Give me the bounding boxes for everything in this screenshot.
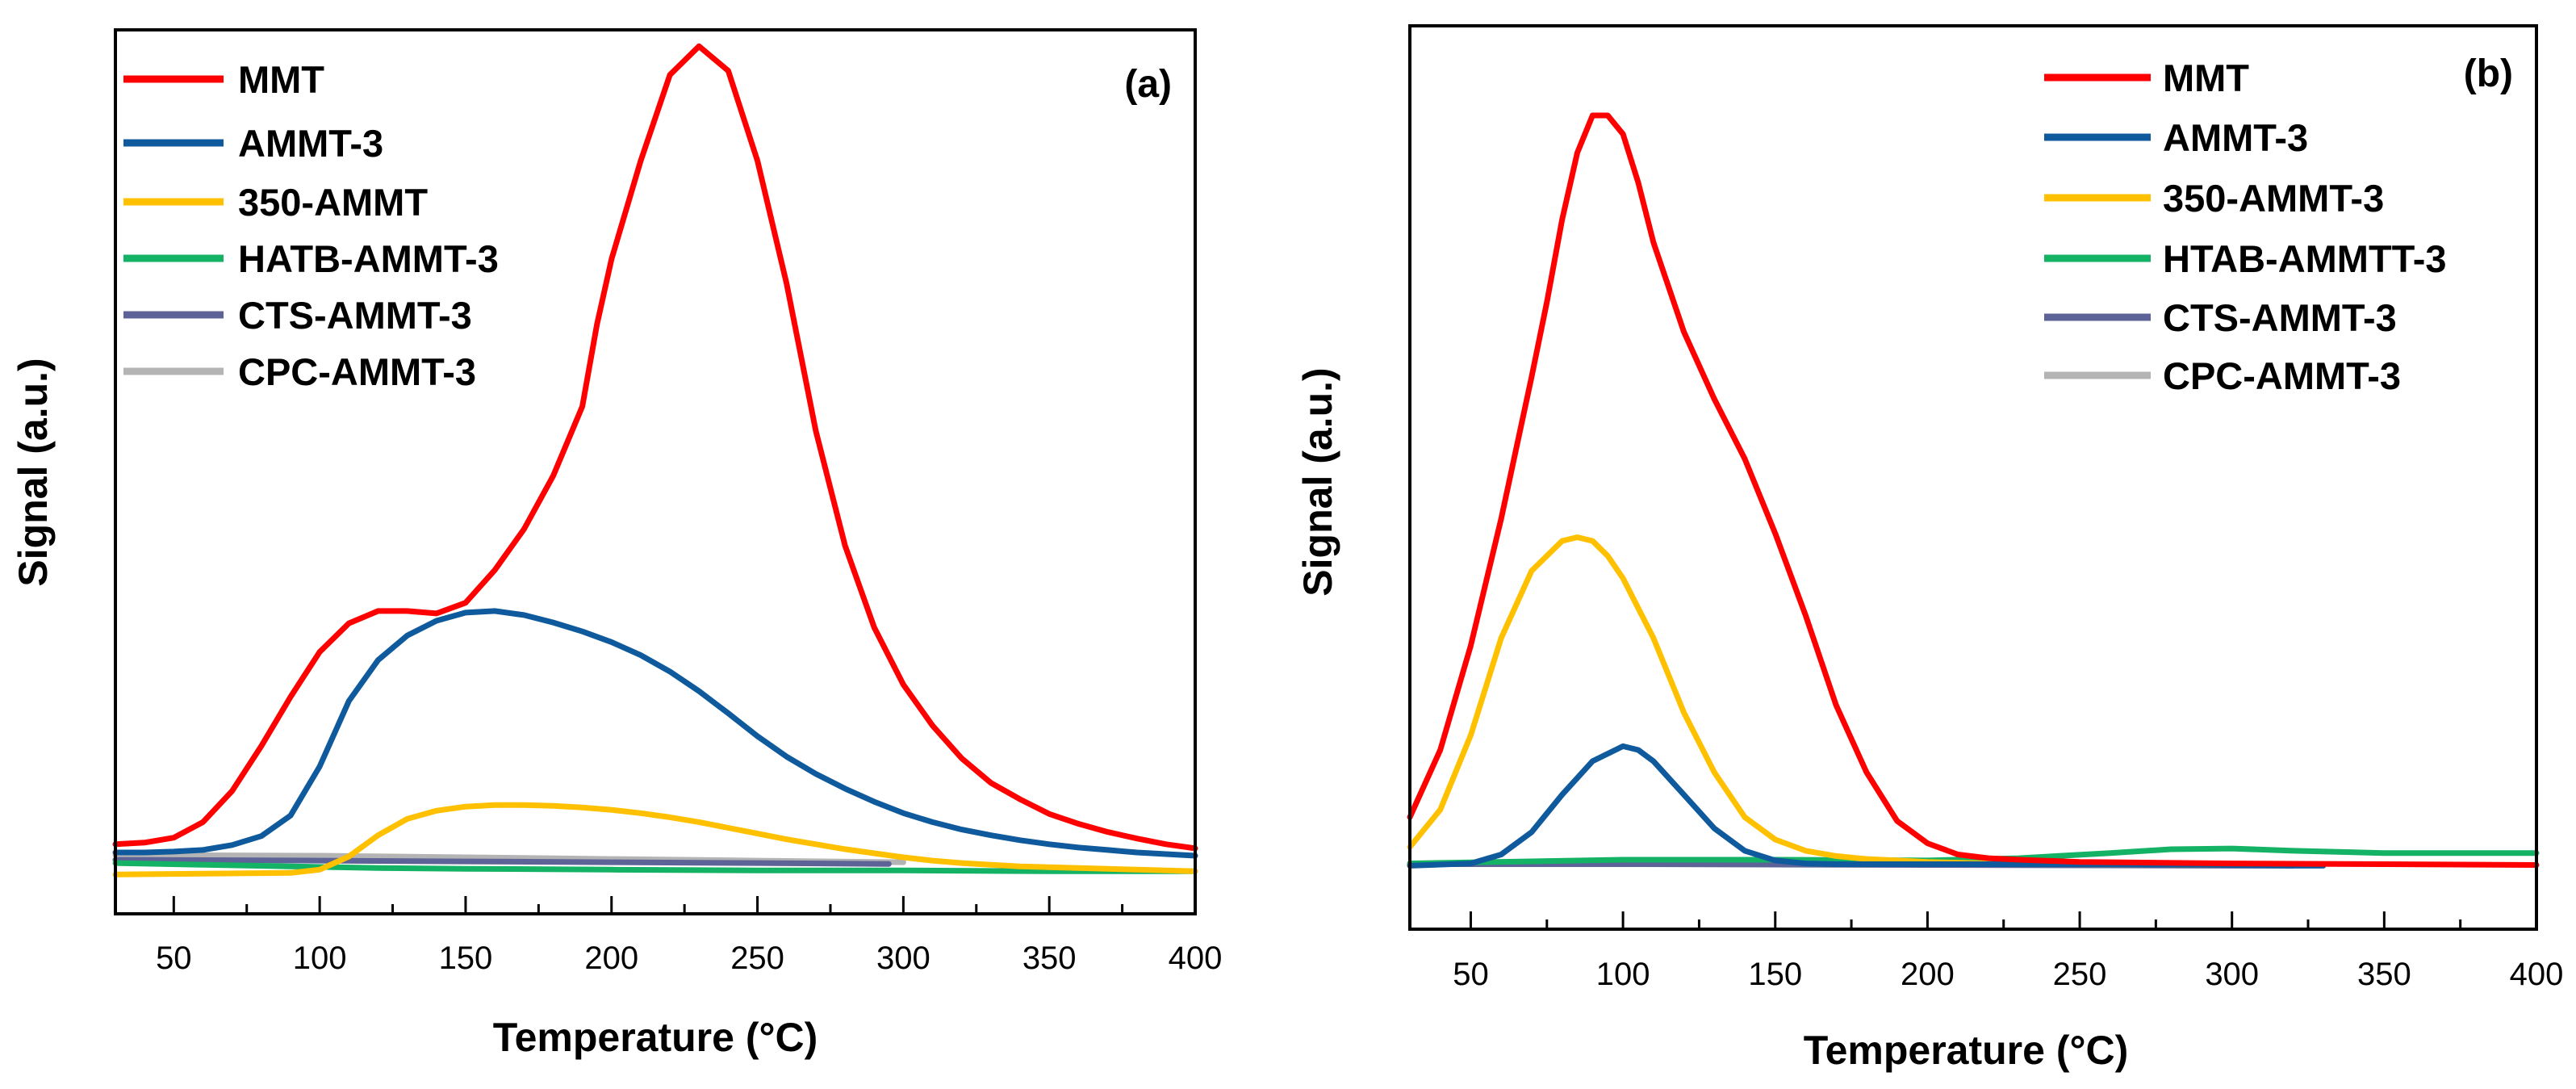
x-tick-label-b-7: 400 <box>2510 957 2564 992</box>
chart-panel-b: 50 100 150 200 250 300 350 400 MMT AMMT-3 350-A… <box>1295 24 2563 1073</box>
chart-panel-a: 50 100 150 200 250 300 350 400 MMT AMMT-3 350-A… <box>10 28 1222 1060</box>
legend-label-a-1: AMMT-3 <box>238 122 383 165</box>
legend-label-b-2: 350-AMMT-3 <box>2163 177 2384 220</box>
series-line-a-1 <box>112 608 1198 859</box>
x-tick-label-b-5: 300 <box>2205 957 2259 992</box>
legend-label-b-3: HTAB-AMMTT-3 <box>2163 237 2447 280</box>
x-tick-label-a-4: 250 <box>730 940 784 976</box>
panel-label-b: (b) <box>2464 52 2513 95</box>
x-tick-label-b-4: 250 <box>2053 957 2107 992</box>
x-tick-label-a-6: 350 <box>1022 940 1077 976</box>
series-layer-a <box>112 43 1198 877</box>
x-tick-label-a-7: 400 <box>1169 940 1223 976</box>
x-axis-title-a: Temperature (°C) <box>493 1015 818 1060</box>
legend-label-b-4: CTS-AMMT-3 <box>2163 296 2397 339</box>
x-tick-label-b-2: 150 <box>1748 957 1802 992</box>
x-tick-label-a-5: 300 <box>876 940 930 976</box>
series-line-b-2 <box>1407 534 2235 868</box>
x-tick-label-b-3: 200 <box>1901 957 1955 992</box>
x-tick-label-b-0: 50 <box>1453 957 1489 992</box>
series-line-a-4 <box>112 857 892 867</box>
plot-frame-a <box>114 28 1197 915</box>
x-tick-label-a-0: 50 <box>156 940 192 976</box>
x-ticks-a: 50 100 150 200 250 300 350 400 <box>156 896 1222 976</box>
series-line-a-3 <box>112 860 1198 874</box>
x-ticks-b: 50 100 150 200 250 300 350 400 <box>1453 911 2563 992</box>
series-line-b-3 <box>1407 845 2540 867</box>
legend-label-a-2: 350-AMMT <box>238 181 428 224</box>
series-line-a-0 <box>112 43 1198 852</box>
x-tick-label-a-2: 150 <box>439 940 493 976</box>
legend-a: MMT AMMT-3 350-AMMT HATB-AMMT-3 CTS-AMMT… <box>123 58 499 393</box>
x-axis-title-b: Temperature (°C) <box>1804 1028 2128 1073</box>
y-axis-title-b: Signal (a.u.) <box>1295 367 1340 596</box>
series-line-b-1 <box>1407 743 2327 869</box>
x-tick-label-a-3: 200 <box>584 940 638 976</box>
legend-label-a-3: HATB-AMMT-3 <box>238 237 499 280</box>
series-line-b-0 <box>1407 112 2540 868</box>
x-tick-label-b-6: 350 <box>2357 957 2411 992</box>
x-tick-label-a-1: 100 <box>293 940 347 976</box>
plot-frame-b <box>1408 24 2538 931</box>
x-tick-label-b-1: 100 <box>1596 957 1650 992</box>
panel-label-a: (a) <box>1124 63 1172 106</box>
legend-label-b-5: CPC-AMMT-3 <box>2163 354 2401 397</box>
legend-label-a-4: CTS-AMMT-3 <box>238 294 472 337</box>
legend-label-b-0: MMT <box>2163 57 2249 99</box>
legend-b: MMT AMMT-3 350-AMMT-3 HTAB-AMMTT-3 CTS-A… <box>2044 57 2447 397</box>
series-line-a-2 <box>112 802 1198 877</box>
legend-label-a-0: MMT <box>238 58 324 101</box>
y-axis-title-a: Signal (a.u.) <box>10 358 56 586</box>
series-layer-b <box>1407 112 2540 869</box>
legend-label-a-5: CPC-AMMT-3 <box>238 350 476 393</box>
legend-label-b-1: AMMT-3 <box>2163 116 2308 159</box>
